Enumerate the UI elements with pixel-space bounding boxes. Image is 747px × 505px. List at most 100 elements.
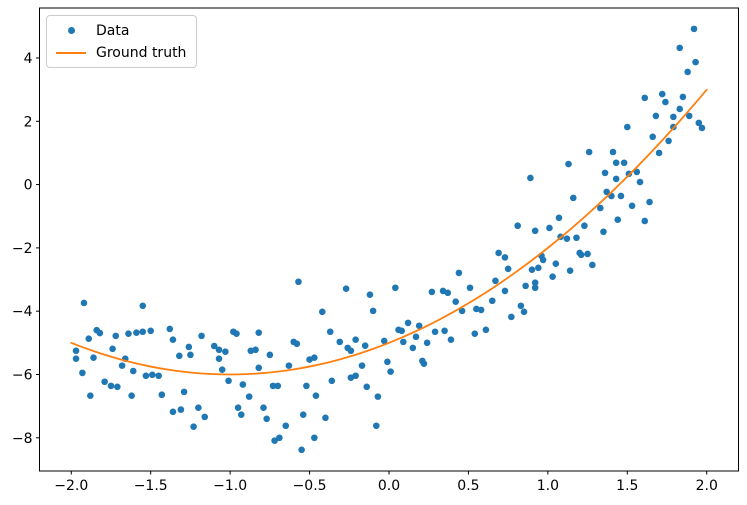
scatter-point bbox=[358, 362, 366, 369]
scatter-point bbox=[109, 345, 116, 353]
scatter-point bbox=[552, 260, 560, 268]
scatter-point bbox=[609, 148, 617, 156]
scatter-point bbox=[628, 202, 636, 210]
scatter-point bbox=[166, 325, 174, 333]
scatter-point bbox=[260, 404, 267, 412]
scatter-point bbox=[585, 148, 593, 156]
scatter-point bbox=[531, 284, 539, 292]
scatter-point bbox=[508, 313, 515, 321]
scatter-point bbox=[72, 347, 80, 355]
scatter-point bbox=[233, 330, 240, 337]
scatter-point bbox=[423, 339, 431, 347]
scatter-point bbox=[398, 327, 406, 335]
scatter-point bbox=[603, 188, 610, 196]
scatter-point bbox=[447, 336, 455, 343]
scatter-point bbox=[155, 372, 162, 380]
scatter-point bbox=[577, 251, 585, 259]
scatter-point bbox=[563, 235, 571, 243]
scatter-point bbox=[458, 307, 466, 315]
scatter-point bbox=[147, 327, 155, 335]
ground-truth-line bbox=[70, 88, 708, 376]
scatter-point bbox=[169, 336, 177, 343]
scatter-point bbox=[185, 343, 193, 351]
scatter-point bbox=[535, 264, 542, 272]
scatter-point bbox=[517, 302, 525, 310]
scatter-point bbox=[352, 372, 359, 380]
scatter-point bbox=[276, 434, 283, 442]
scatter-point bbox=[295, 278, 302, 286]
scatter-point bbox=[380, 337, 388, 345]
scatter-point bbox=[107, 382, 115, 390]
scatter-point bbox=[539, 256, 547, 264]
scatter-point bbox=[198, 332, 205, 340]
scatter-dot-icon bbox=[67, 27, 75, 34]
legend-label-ground-truth: Ground truth bbox=[96, 44, 187, 61]
scatter-point bbox=[641, 217, 649, 225]
legend-label-data: Data bbox=[96, 22, 130, 39]
scatter-point bbox=[234, 404, 242, 412]
scatter-point bbox=[129, 367, 137, 375]
line-icon bbox=[56, 51, 86, 54]
scatter-point bbox=[488, 297, 496, 305]
y-tick-label: 4 bbox=[24, 51, 33, 67]
scatter-point bbox=[685, 112, 693, 120]
scatter-point bbox=[255, 329, 263, 337]
legend: Data Ground truth bbox=[46, 15, 198, 68]
scatter-point bbox=[169, 408, 177, 416]
scatter-point bbox=[139, 328, 147, 336]
scatter-point bbox=[312, 392, 320, 399]
scatter-point bbox=[415, 322, 423, 330]
scatter-point bbox=[452, 298, 460, 305]
scatter-point bbox=[514, 222, 521, 230]
scatter-point bbox=[158, 391, 166, 399]
scatter-point bbox=[404, 319, 412, 327]
scatter-point bbox=[225, 377, 232, 385]
scatter-point bbox=[114, 383, 121, 391]
scatter-point bbox=[369, 307, 377, 315]
scatter-point bbox=[72, 355, 80, 362]
data-marker-icon bbox=[55, 27, 87, 34]
scatter-point bbox=[620, 159, 628, 167]
scatter-point bbox=[546, 224, 553, 232]
scatter-point bbox=[328, 377, 336, 385]
scatter-point bbox=[374, 393, 382, 400]
scatter-point bbox=[85, 335, 93, 343]
y-tick-label: −4 bbox=[12, 304, 33, 320]
y-tick-label: −8 bbox=[12, 431, 33, 447]
scatter-point bbox=[649, 133, 657, 141]
legend-entry-ground-truth: Ground truth bbox=[55, 42, 186, 63]
scatter-point bbox=[237, 411, 245, 418]
scatter-point bbox=[482, 326, 490, 334]
scatter-point bbox=[293, 340, 301, 348]
scatter-point bbox=[80, 299, 88, 307]
scatter-point bbox=[531, 279, 539, 286]
scatter-point bbox=[133, 329, 140, 337]
scatter-point bbox=[501, 287, 509, 295]
scatter-point bbox=[361, 342, 369, 349]
scatter-point bbox=[504, 265, 512, 273]
scatter-point bbox=[274, 382, 282, 390]
scatter-point bbox=[565, 160, 572, 168]
y-tick-label: 0 bbox=[24, 178, 33, 194]
scatter-point bbox=[676, 105, 684, 113]
scatter-point bbox=[569, 194, 577, 202]
scatter-point bbox=[520, 308, 528, 316]
scatter-point bbox=[692, 58, 699, 66]
line-swatch-icon bbox=[55, 51, 87, 54]
scatter-point bbox=[215, 346, 223, 354]
scatter-point bbox=[326, 328, 334, 336]
scatter-point bbox=[311, 354, 318, 362]
scatter-point bbox=[218, 366, 226, 374]
scatter-point bbox=[581, 222, 588, 230]
scatter-point bbox=[201, 413, 209, 421]
scatter-point bbox=[255, 364, 263, 372]
scatter-point bbox=[495, 249, 502, 257]
scatter-point bbox=[392, 284, 399, 292]
scatter-point bbox=[641, 94, 649, 102]
scatter-point bbox=[245, 393, 253, 400]
scatter-point bbox=[190, 423, 197, 430]
scatter-point bbox=[612, 175, 620, 183]
scatter-point bbox=[177, 406, 185, 413]
x-tick-label: 2.0 bbox=[696, 478, 718, 494]
scatter-point bbox=[271, 437, 278, 444]
